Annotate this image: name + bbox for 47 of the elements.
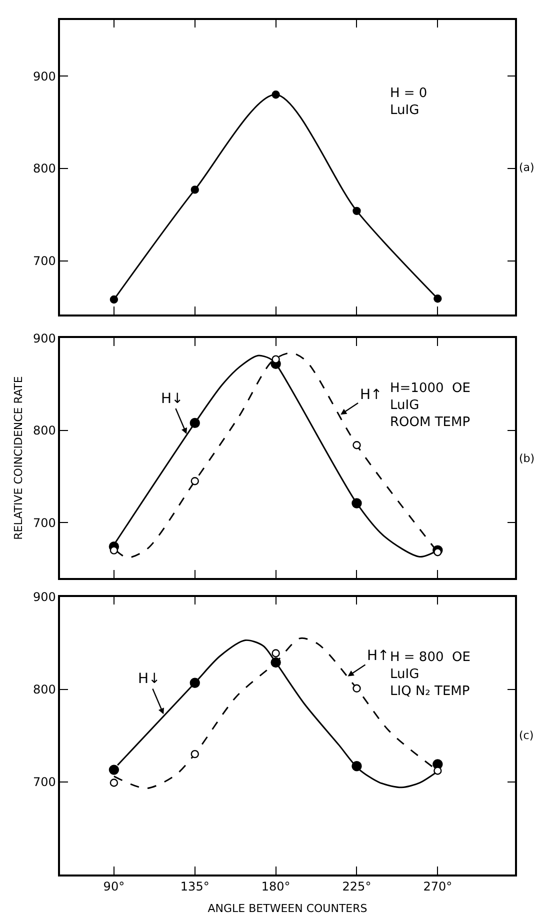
text: (a) (519, 161, 534, 174)
text: (b) (519, 452, 535, 465)
x-tick-label: 225° (342, 880, 372, 894)
point (190, 678, 200, 688)
x-axis-title: ANGLE BETWEEN COUNTERS (208, 902, 368, 915)
x-tick-label: 270° (423, 880, 452, 894)
x-tick-label: 135° (180, 880, 210, 894)
point (190, 418, 200, 428)
point (434, 294, 442, 303)
point (270, 657, 281, 668)
annotation: H↑ (367, 648, 390, 664)
point (272, 649, 280, 658)
point (190, 750, 199, 758)
point (110, 546, 118, 554)
text: (c) (519, 729, 534, 742)
y-tick-label: 700 (32, 775, 56, 790)
point (352, 441, 361, 450)
point (352, 761, 362, 772)
point (352, 498, 362, 508)
point (108, 764, 120, 775)
x-tick-label: 90° (103, 880, 125, 894)
y-axis-title: RELATIVE COINCIDENCE RATE (12, 376, 26, 540)
annotation: H↓ (138, 671, 160, 687)
point (352, 684, 361, 692)
annotation: H=1000 OE LuIG ROOM TEMP (390, 381, 470, 430)
y-tick-label: 900 (32, 69, 56, 84)
point (434, 766, 442, 775)
y-tick-label: 900 (32, 590, 56, 604)
annotation: H↑ (360, 387, 382, 403)
point (190, 186, 199, 194)
y-tick-label: 800 (32, 682, 56, 697)
annotation: H = 0 LuIG (390, 86, 428, 118)
point (434, 548, 442, 556)
x-tick-label: 180° (261, 880, 290, 894)
y-tick-label: 700 (32, 254, 56, 268)
y-tick-label: 800 (32, 424, 56, 438)
point (110, 778, 118, 787)
annotation: H = 800 OE LuIG LIQ N₂ TEMP (390, 650, 470, 699)
y-tick-label: 800 (32, 162, 56, 176)
annotation: H↓ (161, 391, 184, 407)
y-tick-label: 900 (32, 331, 56, 346)
point (110, 295, 118, 304)
point (272, 90, 280, 99)
y-tick-label: 700 (32, 516, 56, 530)
point (352, 206, 361, 216)
point (272, 355, 280, 364)
point (190, 476, 199, 486)
